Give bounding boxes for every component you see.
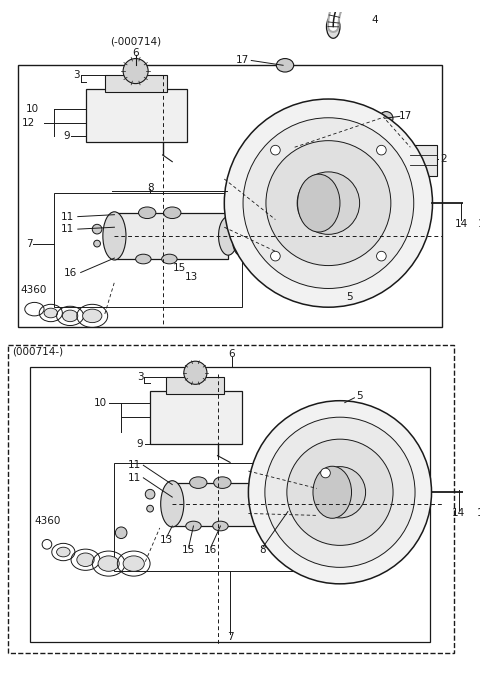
- Text: 16: 16: [63, 268, 77, 278]
- Ellipse shape: [470, 495, 480, 504]
- Ellipse shape: [186, 521, 201, 531]
- Ellipse shape: [161, 481, 184, 527]
- Bar: [54, 194, 241, 307]
- Text: 5: 5: [346, 291, 353, 301]
- Text: 17: 17: [399, 111, 412, 122]
- Bar: [18, 65, 442, 327]
- Bar: [9, 345, 454, 653]
- Text: 3: 3: [73, 70, 80, 80]
- Ellipse shape: [164, 207, 181, 219]
- Text: 11: 11: [60, 224, 74, 234]
- Bar: [30, 367, 430, 642]
- Circle shape: [248, 401, 432, 584]
- Text: 11: 11: [128, 473, 141, 483]
- Ellipse shape: [313, 466, 351, 518]
- Ellipse shape: [77, 553, 94, 566]
- Text: 8: 8: [147, 183, 154, 193]
- Bar: [172, 483, 276, 526]
- Bar: [150, 391, 241, 444]
- Text: 6: 6: [228, 350, 235, 359]
- Text: 15: 15: [172, 263, 186, 273]
- Circle shape: [92, 224, 102, 234]
- Ellipse shape: [464, 481, 480, 490]
- Text: 11: 11: [60, 212, 74, 221]
- Circle shape: [115, 527, 127, 538]
- Ellipse shape: [57, 547, 70, 557]
- Circle shape: [297, 172, 360, 234]
- Text: 7: 7: [26, 238, 33, 249]
- Bar: [167, 377, 224, 394]
- Text: 6: 6: [132, 48, 139, 58]
- Text: 14: 14: [455, 219, 468, 230]
- Text: 4360: 4360: [35, 516, 61, 526]
- Ellipse shape: [83, 309, 102, 323]
- Bar: [114, 463, 302, 571]
- Text: 8: 8: [260, 545, 266, 555]
- Ellipse shape: [162, 254, 177, 264]
- Circle shape: [123, 58, 148, 84]
- Text: 7: 7: [227, 632, 233, 642]
- Circle shape: [271, 145, 280, 155]
- Circle shape: [321, 469, 330, 478]
- Circle shape: [265, 417, 415, 568]
- Ellipse shape: [103, 212, 126, 260]
- Ellipse shape: [326, 15, 340, 38]
- Circle shape: [377, 145, 386, 155]
- Circle shape: [377, 251, 386, 261]
- Bar: [105, 75, 168, 92]
- Text: 4360: 4360: [20, 285, 47, 295]
- Text: 16: 16: [204, 545, 217, 555]
- Ellipse shape: [136, 254, 151, 264]
- Ellipse shape: [267, 485, 286, 522]
- Ellipse shape: [213, 521, 228, 531]
- Ellipse shape: [62, 310, 78, 322]
- Text: 9: 9: [137, 439, 144, 449]
- Bar: [85, 90, 187, 143]
- Ellipse shape: [190, 477, 207, 488]
- Ellipse shape: [98, 556, 119, 571]
- Text: (000714-): (000714-): [12, 346, 63, 356]
- Bar: [410, 145, 437, 176]
- Text: 1: 1: [477, 509, 480, 519]
- Text: 10: 10: [94, 398, 107, 407]
- Text: 2: 2: [440, 153, 447, 164]
- Ellipse shape: [139, 207, 156, 219]
- Text: 9: 9: [63, 130, 70, 141]
- Circle shape: [314, 466, 366, 518]
- Circle shape: [271, 251, 280, 261]
- Ellipse shape: [123, 556, 144, 571]
- Circle shape: [42, 540, 52, 549]
- Ellipse shape: [276, 58, 294, 72]
- Text: (-000714): (-000714): [110, 36, 161, 46]
- Ellipse shape: [470, 206, 480, 216]
- Text: 10: 10: [26, 104, 39, 113]
- Circle shape: [147, 505, 154, 512]
- Ellipse shape: [44, 308, 58, 318]
- Ellipse shape: [218, 217, 238, 255]
- Text: 5: 5: [356, 391, 362, 401]
- Text: 1: 1: [478, 219, 480, 230]
- Text: 15: 15: [182, 545, 195, 555]
- Ellipse shape: [214, 477, 231, 488]
- Bar: [114, 213, 228, 259]
- Text: 14: 14: [452, 509, 465, 519]
- Circle shape: [224, 99, 432, 307]
- Ellipse shape: [380, 111, 393, 125]
- Circle shape: [266, 141, 391, 265]
- Text: 17: 17: [236, 56, 250, 65]
- Text: 3: 3: [137, 371, 144, 382]
- Circle shape: [184, 361, 207, 384]
- Text: 4: 4: [372, 15, 378, 25]
- Circle shape: [243, 117, 414, 289]
- Text: 13: 13: [185, 272, 198, 282]
- Circle shape: [94, 240, 100, 247]
- Text: 11: 11: [128, 460, 141, 471]
- Text: 12: 12: [22, 118, 35, 128]
- Ellipse shape: [465, 191, 480, 201]
- Circle shape: [145, 490, 155, 499]
- Circle shape: [287, 439, 393, 545]
- Text: 13: 13: [160, 536, 173, 545]
- Ellipse shape: [298, 175, 340, 232]
